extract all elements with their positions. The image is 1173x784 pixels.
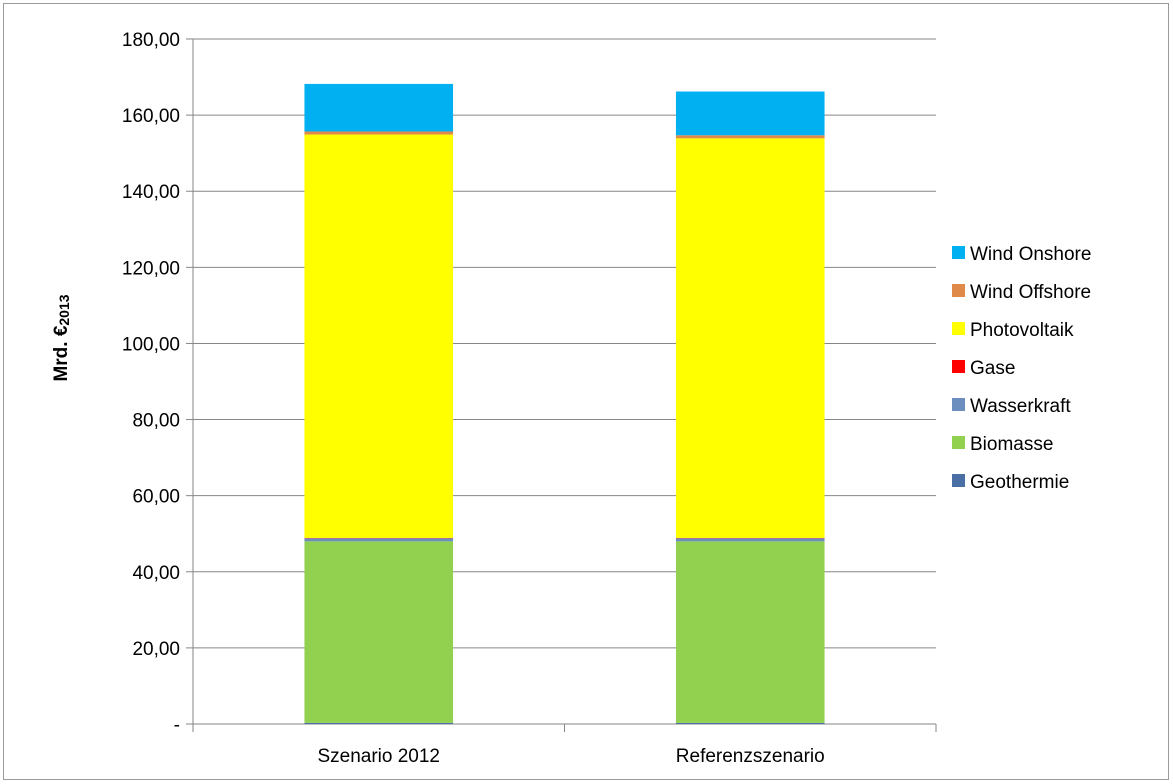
bar-segment-wasserkraft xyxy=(675,538,825,542)
y-tick-label: 160,00 xyxy=(122,106,180,127)
bar-segment-biomasse xyxy=(304,541,454,723)
bar-segment-wind-offshore xyxy=(675,135,825,139)
bar-segment-photovoltaik xyxy=(304,134,454,538)
y-tick-label: 60,00 xyxy=(132,487,180,508)
x-tick-label: Referenzszenario xyxy=(676,746,825,767)
x-tick-label: Szenario 2012 xyxy=(317,746,440,767)
y-tick-label: 120,00 xyxy=(122,258,180,279)
y-tick-label: 20,00 xyxy=(132,639,180,660)
legend-label: Wasserkraft xyxy=(970,396,1071,417)
legend-swatch xyxy=(952,246,965,259)
bar-segment-geothermie xyxy=(675,722,825,724)
legend-label: Photovoltaik xyxy=(970,320,1074,341)
y-tick-label: 180,00 xyxy=(122,30,180,51)
bar-segment-biomasse xyxy=(675,541,825,723)
legend-swatch xyxy=(952,398,965,411)
y-tick-label: - xyxy=(174,715,180,736)
bar-segment-wasserkraft xyxy=(304,538,454,542)
legend-label: Wind Offshore xyxy=(970,282,1091,303)
legend-swatch xyxy=(952,284,965,297)
bars xyxy=(304,83,825,724)
bar-segment-wind-onshore xyxy=(304,83,454,132)
bar-segment-geothermie xyxy=(304,722,454,724)
y-tick-label: 40,00 xyxy=(132,563,180,584)
legend-swatch xyxy=(952,436,965,449)
chart-area xyxy=(3,3,1169,780)
bar-segment-wind-onshore xyxy=(675,91,825,136)
legend-swatch xyxy=(952,322,965,335)
y-tick-label: 80,00 xyxy=(132,411,180,432)
y-tick-label: 140,00 xyxy=(122,182,180,203)
y-tick-label: 100,00 xyxy=(122,334,180,355)
legend-label: Biomasse xyxy=(970,434,1053,455)
legend-label: Wind Onshore xyxy=(970,244,1091,265)
bar-segment-photovoltaik xyxy=(675,138,825,538)
legend-label: Gase xyxy=(970,358,1015,379)
legend-swatch xyxy=(952,360,965,373)
legend-label: Geothermie xyxy=(970,472,1069,493)
legend-swatch xyxy=(952,474,965,487)
axes: - 20,00 40,00 60,00 80,00 100,00 120,00 140,00 1… xyxy=(122,30,937,767)
y-axis-title: Mrd. €2013 xyxy=(51,294,72,381)
bar-segment-wind-offshore xyxy=(304,131,454,135)
legend: Wind Onshore Wind Offshore Photovoltaik Gas… xyxy=(952,244,1091,493)
